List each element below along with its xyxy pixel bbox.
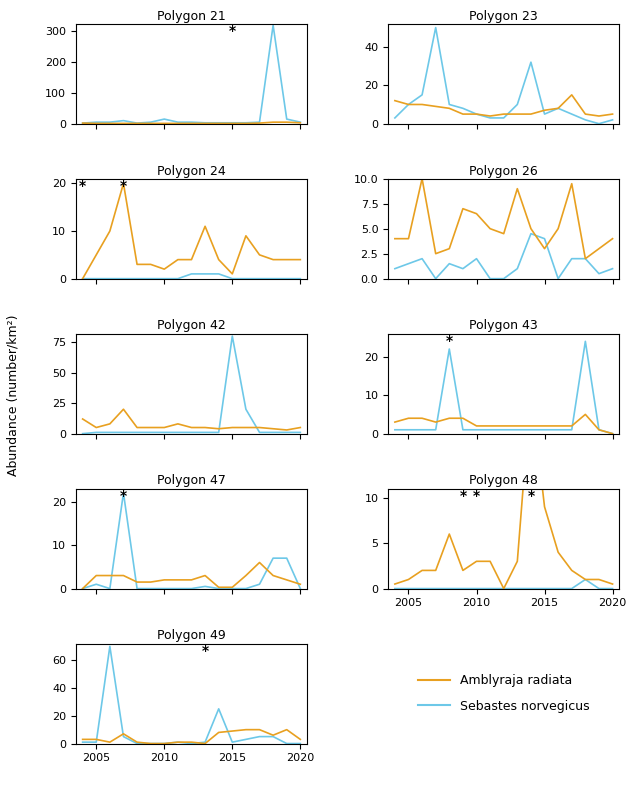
- Title: Polygon 23: Polygon 23: [470, 9, 538, 23]
- Title: Polygon 21: Polygon 21: [157, 9, 226, 23]
- Text: *: *: [446, 334, 453, 348]
- Text: Abundance (number/km²): Abundance (number/km²): [6, 315, 19, 476]
- Title: Polygon 48: Polygon 48: [470, 475, 538, 487]
- Text: *: *: [527, 489, 535, 502]
- Text: *: *: [473, 489, 480, 502]
- Title: Polygon 49: Polygon 49: [157, 630, 226, 642]
- Text: *: *: [120, 489, 127, 502]
- Text: *: *: [229, 24, 236, 38]
- Title: Polygon 24: Polygon 24: [157, 165, 226, 177]
- Title: Polygon 47: Polygon 47: [157, 475, 226, 487]
- Text: *: *: [120, 179, 127, 193]
- Legend: Amblyraja radiata, Sebastes norvegicus: Amblyraja radiata, Sebastes norvegicus: [418, 674, 589, 713]
- Title: Polygon 43: Polygon 43: [470, 320, 538, 332]
- Text: *: *: [202, 644, 209, 657]
- Text: *: *: [79, 179, 86, 193]
- Title: Polygon 26: Polygon 26: [470, 165, 538, 177]
- Title: Polygon 42: Polygon 42: [157, 320, 226, 332]
- Text: *: *: [459, 489, 466, 502]
